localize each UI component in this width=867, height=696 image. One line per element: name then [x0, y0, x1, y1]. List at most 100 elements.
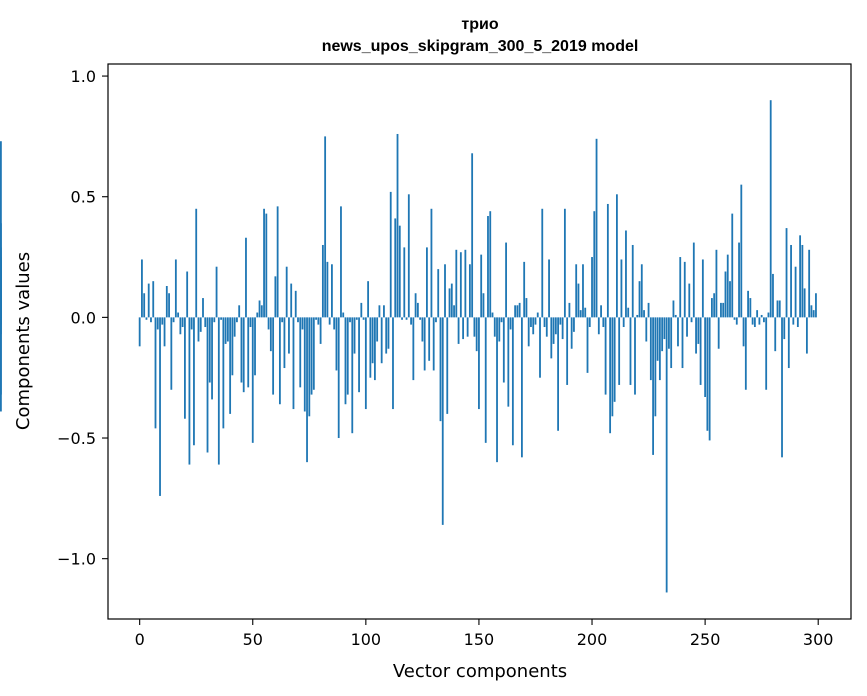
bar [701, 259, 704, 318]
bar [471, 153, 474, 318]
bar [772, 273, 774, 318]
bar [430, 208, 433, 318]
bar [588, 317, 591, 328]
bar [568, 302, 571, 318]
bar [561, 317, 564, 340]
bar [258, 300, 261, 318]
bar [686, 317, 688, 337]
bar [609, 317, 612, 434]
bar [765, 317, 768, 390]
bar [457, 317, 460, 344]
bar [233, 317, 236, 337]
bar [502, 317, 505, 383]
bar [557, 317, 559, 431]
bar [238, 305, 241, 318]
bar [407, 194, 410, 318]
bar [493, 317, 496, 337]
bar [600, 305, 602, 318]
bar [285, 266, 288, 318]
bar [688, 283, 691, 318]
bar [753, 317, 756, 328]
bar [202, 298, 204, 318]
bar [715, 249, 718, 318]
bar [396, 133, 399, 318]
bar [328, 317, 331, 325]
bar [0, 223, 2, 318]
bar [147, 283, 150, 318]
bar [355, 317, 358, 320]
bar [439, 317, 442, 422]
bar [602, 317, 605, 328]
bar [290, 283, 293, 318]
bar [627, 307, 630, 318]
bar [170, 317, 173, 390]
bar [419, 317, 422, 320]
bar [509, 317, 512, 330]
bar [792, 317, 795, 325]
x-tick-label: 0 [135, 630, 145, 649]
bar [190, 317, 193, 330]
chart-subtitle: news_upos_skipgram_300_5_2019 model [322, 38, 639, 55]
bar [394, 218, 397, 318]
bar [708, 317, 711, 441]
bar [188, 317, 191, 465]
bar [204, 317, 207, 328]
bar [606, 203, 609, 318]
bar [371, 317, 374, 364]
bar [480, 254, 483, 318]
bar [794, 266, 797, 318]
bar [478, 317, 480, 410]
bar [713, 293, 716, 318]
bar [536, 312, 539, 318]
bar [392, 317, 394, 410]
bar [744, 317, 747, 390]
bar [720, 302, 722, 318]
bar [692, 242, 695, 318]
bar [690, 317, 693, 323]
bar [534, 317, 537, 325]
bar [256, 312, 259, 318]
bar [288, 317, 290, 354]
bar [742, 317, 745, 347]
bar [781, 317, 783, 458]
bar [369, 317, 372, 378]
bar [810, 305, 813, 318]
bar [143, 293, 146, 318]
bar [342, 312, 345, 318]
bar [717, 317, 720, 349]
bar [489, 211, 492, 318]
bar [604, 317, 607, 395]
bar [812, 310, 815, 318]
bar [799, 235, 802, 318]
bar [421, 317, 424, 342]
bar [405, 317, 408, 320]
bar [643, 310, 645, 318]
bar [747, 290, 749, 318]
bar [199, 317, 202, 332]
bar [138, 317, 141, 347]
bar [197, 317, 200, 342]
bar [532, 317, 535, 335]
bar [249, 317, 252, 328]
bar [401, 317, 403, 320]
bar [683, 261, 686, 318]
bar [507, 317, 510, 407]
bar [184, 317, 186, 419]
bar [548, 259, 550, 318]
bar [274, 276, 277, 318]
bar [450, 283, 453, 318]
bar [367, 281, 370, 318]
bar [577, 283, 580, 318]
bar [638, 281, 641, 318]
bar [677, 317, 679, 347]
bar [254, 317, 256, 376]
bar [670, 317, 673, 369]
bar [315, 317, 317, 320]
bar [376, 317, 379, 342]
bar [613, 317, 616, 402]
bar [269, 317, 272, 352]
bar [278, 317, 281, 405]
x-tick-label: 200 [577, 630, 608, 649]
bar [796, 317, 799, 328]
bar [625, 230, 627, 318]
